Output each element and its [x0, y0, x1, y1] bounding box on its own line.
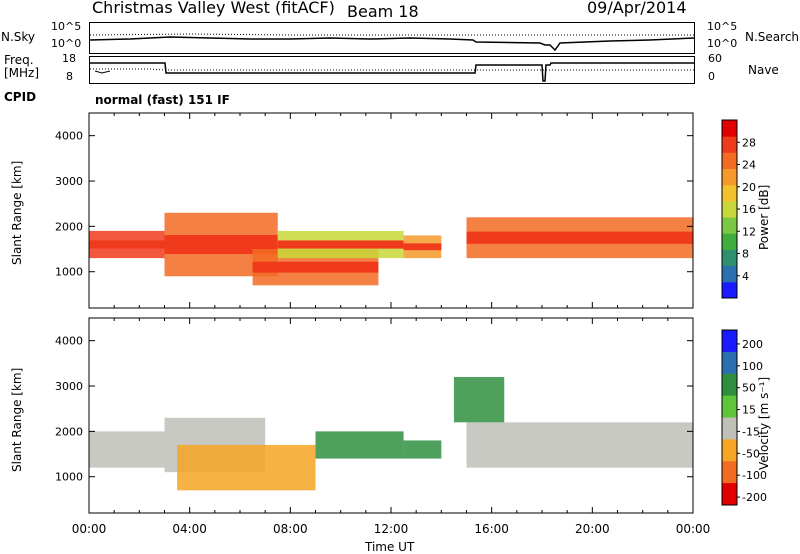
- noise-trace: [89, 33, 695, 52]
- colorbar-swatch: [722, 168, 737, 186]
- colorbar-swatch: [722, 265, 737, 283]
- y-tick-label: 4000: [55, 335, 83, 348]
- x-axis-ticks: 00:00 04:00 08:00 12:00 16:00 20:00 00:00: [72, 522, 711, 536]
- colorbar-swatch: [722, 439, 737, 462]
- y-tick-label: 3000: [55, 380, 83, 393]
- velocity-cbar-label: Velocity [m s⁻¹]: [757, 376, 771, 470]
- x-tick-label: 12:00: [374, 522, 409, 536]
- velocity-colorbar: 200 100 50 15 -15 -50 -100 -200: [721, 329, 767, 506]
- colorbar-tick-label: -100: [742, 469, 767, 482]
- colorbar-swatch: [722, 351, 737, 375]
- nsky-label: N.Sky: [1, 30, 36, 44]
- power-cbar-label: Power [dB]: [757, 184, 771, 250]
- echo-band-core: [466, 231, 693, 244]
- colorbar-tick-label: 24: [742, 159, 756, 172]
- echo-band: [177, 444, 316, 491]
- power-ylabel: Slant Range [km]: [10, 160, 24, 265]
- freq-strip: [89, 56, 695, 84]
- y-tick-label: 2000: [55, 425, 83, 438]
- colorbar-tick-label: 20: [742, 181, 756, 194]
- nsearch-label: N.Search: [745, 30, 800, 44]
- nave-label: Nave: [748, 63, 779, 77]
- x-tick-label: 16:00: [474, 522, 509, 536]
- colorbar-tick-label: 50: [742, 382, 756, 395]
- cpid-value: normal (fast) 151 IF: [95, 93, 230, 107]
- freq-trace: [90, 62, 694, 82]
- nsearch-tick-top: 10^5: [707, 20, 738, 33]
- x-axis-label: Time UT: [365, 540, 415, 554]
- echo-band: [453, 376, 505, 423]
- nsearch-tick-bottom: 10^0: [707, 37, 738, 50]
- colorbar-tick-label: 15: [742, 404, 756, 417]
- x-tick-label: 00:00: [676, 522, 711, 536]
- nsky-tick-top: 10^5: [51, 20, 82, 33]
- x-tick-label: 00:00: [72, 522, 107, 536]
- colorbar-tick-label: 4: [742, 270, 749, 283]
- colorbar-swatch: [722, 200, 737, 218]
- freq-tick-bottom: 8: [66, 70, 73, 83]
- y-tick-label: 3000: [55, 175, 83, 188]
- colorbar-swatch: [722, 281, 737, 299]
- colorbar-tick-label: 16: [742, 203, 756, 216]
- colorbar-swatch: [722, 461, 737, 484]
- colorbar-swatch: [722, 483, 737, 506]
- echo-band-core: [277, 240, 404, 249]
- colorbar-tick-label: -15: [742, 425, 760, 438]
- colorbar-swatch: [722, 395, 737, 418]
- echo-band-core: [164, 234, 278, 255]
- colorbar-tick-label: 12: [742, 225, 756, 238]
- colorbar-swatch: [722, 120, 737, 137]
- y-tick-label: 1000: [55, 266, 83, 279]
- echo-band: [403, 440, 442, 459]
- freq-tick-top: 18: [62, 52, 76, 65]
- x-tick-label: 04:00: [172, 522, 207, 536]
- y-tick-label: 4000: [55, 130, 83, 143]
- echo-band-core: [89, 240, 165, 249]
- colorbar-frame: [721, 329, 738, 506]
- colorbar-tick-label: -200: [742, 491, 767, 504]
- colorbar-swatch: [722, 136, 737, 153]
- echo-band-core: [403, 243, 442, 251]
- noise-strip: [89, 22, 695, 54]
- power-panel: 1000 2000 3000 4000: [55, 112, 694, 309]
- freq-label: Freq.: [4, 53, 34, 67]
- colorbar-swatch: [722, 373, 737, 397]
- echo-band: [466, 422, 693, 468]
- colorbar-tick-label: 28: [742, 136, 756, 149]
- power-frame: [88, 112, 694, 309]
- colorbar-tick-label: 100: [742, 360, 763, 373]
- colorbar-swatch: [722, 152, 737, 170]
- colorbar-swatch: [722, 417, 737, 440]
- nave-tick-top: 60: [708, 52, 722, 65]
- nave-tick-bottom: 0: [708, 70, 715, 83]
- colorbar-swatch: [722, 233, 737, 250]
- x-tick-label: 20:00: [575, 522, 610, 536]
- echo-band: [89, 431, 165, 468]
- power-colorbar: 4 8 12 16 20 24 28: [721, 119, 756, 299]
- y-tick-label: 1000: [55, 471, 83, 484]
- colorbar-tick-label: -50: [742, 447, 760, 460]
- nsky-tick-bottom: 10^0: [51, 37, 82, 50]
- colorbar-swatch: [722, 330, 737, 353]
- colorbar-tick-label: 200: [742, 338, 763, 351]
- station-title: Christmas Valley West (fitACF): [92, 0, 335, 17]
- velocity-ylabel: Slant Range [km]: [10, 367, 24, 472]
- velocity-panel: 1000 2000 3000 4000: [55, 317, 694, 514]
- cpid-label: CPID: [4, 90, 37, 104]
- y-tick-label: 2000: [55, 220, 83, 233]
- echo-band: [315, 431, 404, 459]
- echo-band-core: [252, 261, 379, 273]
- date-label: 09/Apr/2014: [587, 0, 687, 17]
- colorbar-swatch: [722, 217, 737, 234]
- x-tick-label: 08:00: [273, 522, 308, 536]
- colorbar-swatch: [722, 184, 737, 202]
- colorbar-swatch: [722, 249, 737, 267]
- colorbar-tick-label: 8: [742, 248, 749, 261]
- freq-unit-label: [MHz]: [4, 66, 40, 80]
- beam-label: Beam 18: [347, 2, 419, 21]
